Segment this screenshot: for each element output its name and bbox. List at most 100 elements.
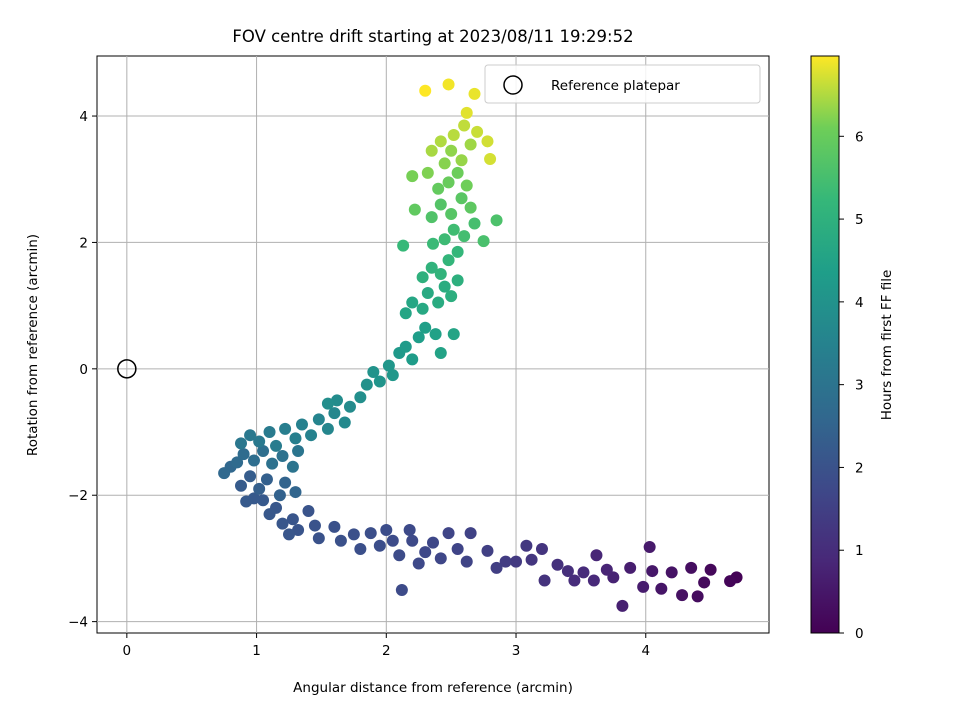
data-point (279, 422, 292, 435)
data-point (399, 307, 412, 320)
data-point (397, 239, 410, 252)
data-point (445, 144, 458, 157)
data-point (235, 479, 247, 492)
data-point (616, 599, 629, 612)
data-point (260, 473, 273, 486)
data-point (464, 138, 477, 151)
data-point (382, 359, 395, 372)
data-point (447, 128, 460, 141)
y-tick-label: 0 (79, 362, 88, 378)
data-point (321, 397, 334, 410)
colorbar-tick-label: 6 (855, 129, 864, 145)
colorbar-tick-label: 4 (855, 295, 864, 311)
data-point (471, 125, 484, 138)
data-point (266, 457, 279, 470)
data-point (445, 290, 458, 303)
x-tick-label: 3 (512, 643, 521, 659)
grid (97, 56, 769, 633)
data-point (551, 558, 564, 571)
data-point (244, 429, 257, 442)
data-point (302, 505, 315, 518)
data-point (406, 534, 419, 547)
data-point (419, 546, 432, 559)
data-point (247, 454, 260, 467)
y-tick-label: 4 (79, 109, 88, 125)
data-point (510, 555, 523, 568)
data-point (427, 237, 439, 250)
y-tick-label: −4 (68, 615, 88, 631)
colorbar-tick-label: 1 (855, 543, 864, 559)
data-point (276, 450, 289, 463)
data-point (395, 584, 408, 597)
data-point (724, 575, 737, 588)
data-point (421, 166, 434, 179)
data-point (373, 539, 386, 552)
data-point (468, 87, 481, 100)
data-point (577, 566, 590, 579)
data-point (643, 541, 656, 554)
data-point (535, 542, 548, 555)
data-point (484, 153, 497, 166)
data-point (399, 340, 412, 353)
data-point (364, 527, 377, 540)
data-point (691, 590, 704, 603)
y-axis-label: Rotation from reference (arcmin) (25, 234, 41, 456)
data-points (218, 78, 743, 612)
data-point (442, 254, 455, 267)
data-point (464, 201, 477, 214)
colorbar-tick-label: 0 (855, 626, 864, 642)
data-point (240, 495, 253, 508)
data-point (434, 268, 447, 281)
data-point (587, 574, 600, 587)
x-tick-label: 0 (123, 643, 132, 659)
data-point (455, 154, 468, 167)
data-point (455, 192, 468, 205)
data-point (451, 166, 464, 179)
data-point (408, 203, 421, 216)
legend-entry: Reference platepar (551, 78, 680, 94)
data-point (289, 486, 302, 499)
data-point (438, 280, 451, 293)
x-tick-label: 1 (252, 643, 261, 659)
data-point (331, 394, 343, 407)
data-point (343, 400, 356, 413)
data-point (412, 331, 425, 344)
data-point (434, 198, 447, 211)
data-point (590, 549, 603, 562)
data-point (464, 527, 477, 540)
data-point (460, 555, 473, 568)
data-point (477, 235, 490, 248)
data-point (421, 286, 434, 299)
data-point (451, 245, 464, 258)
data-point (305, 429, 318, 442)
data-point (458, 119, 471, 132)
data-point (704, 563, 717, 576)
colorbar-tick-label: 3 (855, 378, 864, 394)
data-point (263, 426, 276, 439)
data-point (244, 470, 257, 483)
data-point (279, 476, 292, 489)
data-point (312, 413, 325, 426)
data-point (393, 549, 406, 562)
plot-frame (96, 55, 770, 634)
data-point (520, 539, 533, 552)
data-point (646, 565, 659, 578)
data-point (235, 437, 247, 450)
data-point (624, 561, 637, 574)
data-point (434, 552, 447, 565)
data-point (419, 321, 432, 334)
data-point (442, 78, 455, 91)
data-point (380, 523, 393, 536)
data-point (416, 302, 429, 315)
x-tick-label: 2 (382, 643, 391, 659)
data-point (655, 582, 668, 595)
legend-box (484, 64, 761, 104)
data-point (416, 271, 429, 284)
data-point (432, 296, 445, 309)
data-point (286, 460, 299, 473)
data-point (253, 435, 266, 448)
data-point (568, 574, 581, 587)
data-point (442, 527, 455, 540)
data-point (289, 432, 302, 445)
